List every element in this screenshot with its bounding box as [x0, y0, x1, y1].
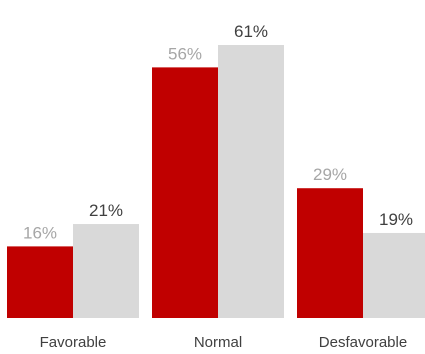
data-label-desfavorable-series-1: 29%	[313, 165, 347, 184]
bar-normal-series-2	[218, 45, 284, 318]
bar-favorable-series-1	[7, 246, 73, 318]
category-label-normal: Normal	[194, 334, 242, 351]
bar-desfavorable-series-1	[297, 188, 363, 318]
data-label-favorable-series-2: 21%	[89, 201, 123, 220]
bar-favorable-series-2	[73, 224, 139, 318]
category-label-desfavorable: Desfavorable	[319, 334, 407, 351]
data-label-normal-series-1: 56%	[168, 44, 202, 63]
category-labels-layer: Favorable Normal Desfavorable	[40, 334, 408, 351]
data-label-favorable-series-1: 16%	[23, 223, 57, 242]
bar-desfavorable-series-2	[363, 232, 425, 318]
data-labels-layer: 16% 21% 56% 61% 29% 19%	[23, 22, 413, 242]
bar-normal-series-1	[152, 67, 218, 319]
category-label-favorable: Favorable	[40, 334, 107, 351]
bars-layer	[7, 45, 425, 319]
data-label-desfavorable-series-2: 19%	[379, 210, 413, 229]
data-label-normal-series-2: 61%	[234, 22, 268, 41]
